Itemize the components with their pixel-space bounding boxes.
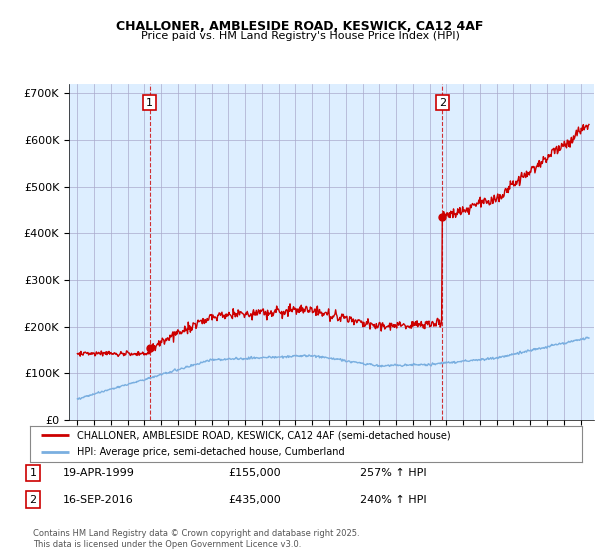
- Text: CHALLONER, AMBLESIDE ROAD, KESWICK, CA12 4AF (semi-detached house): CHALLONER, AMBLESIDE ROAD, KESWICK, CA12…: [77, 431, 451, 440]
- Text: 1: 1: [146, 97, 153, 108]
- Text: Price paid vs. HM Land Registry's House Price Index (HPI): Price paid vs. HM Land Registry's House …: [140, 31, 460, 41]
- Text: Contains HM Land Registry data © Crown copyright and database right 2025.
This d: Contains HM Land Registry data © Crown c…: [33, 529, 359, 549]
- Text: 19-APR-1999: 19-APR-1999: [63, 468, 135, 478]
- Text: HPI: Average price, semi-detached house, Cumberland: HPI: Average price, semi-detached house,…: [77, 447, 344, 457]
- Text: 240% ↑ HPI: 240% ↑ HPI: [360, 494, 427, 505]
- Text: 2: 2: [439, 97, 446, 108]
- Text: £155,000: £155,000: [228, 468, 281, 478]
- Text: 16-SEP-2016: 16-SEP-2016: [63, 494, 134, 505]
- Text: CHALLONER, AMBLESIDE ROAD, KESWICK, CA12 4AF: CHALLONER, AMBLESIDE ROAD, KESWICK, CA12…: [116, 20, 484, 32]
- Text: £435,000: £435,000: [228, 494, 281, 505]
- Text: 257% ↑ HPI: 257% ↑ HPI: [360, 468, 427, 478]
- Text: 2: 2: [29, 494, 37, 505]
- Text: 1: 1: [29, 468, 37, 478]
